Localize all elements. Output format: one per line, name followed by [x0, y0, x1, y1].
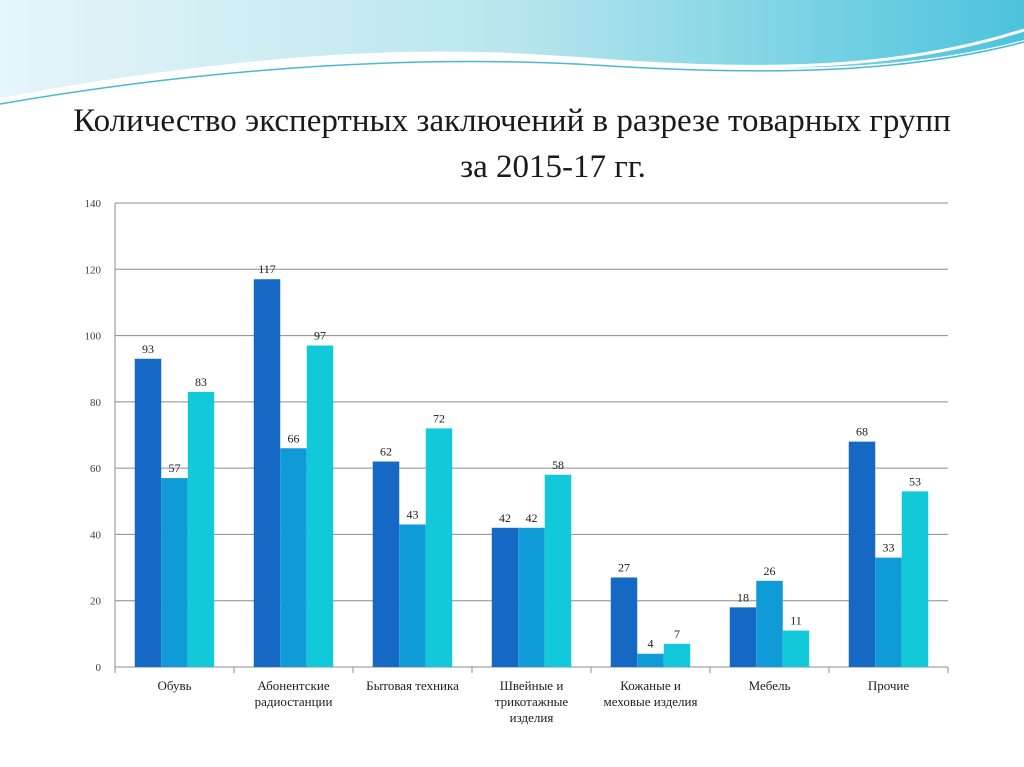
bar-2016: [280, 448, 307, 667]
category-label-line: Обувь: [157, 678, 191, 693]
data-label: 43: [407, 507, 419, 521]
data-label: 97: [314, 329, 326, 343]
bar-2017: [425, 428, 453, 667]
category-label-line: Абонентские: [257, 678, 329, 693]
decorative-wave-header: [0, 0, 1024, 105]
data-label: 72: [433, 411, 445, 425]
bar-2016: [875, 557, 902, 667]
category-label: Абонентские радиостанции: [255, 678, 333, 709]
data-label: 117: [258, 262, 276, 276]
wave-shape: [0, 0, 1024, 98]
bar-2016: [637, 653, 664, 667]
bar-2015: [848, 441, 876, 667]
data-label: 62: [380, 445, 392, 459]
data-label: 42: [526, 511, 538, 525]
data-label: 11: [790, 614, 802, 628]
bar-2017: [901, 491, 929, 667]
slide-title: Количество экспертных заключений в разре…: [40, 98, 984, 190]
data-label: 42: [499, 511, 511, 525]
bar-2017: [187, 391, 215, 667]
y-tick-label: 60: [90, 463, 102, 475]
data-label: 33: [883, 541, 895, 555]
bar-2016: [399, 524, 426, 667]
category-label-line: Швейные и: [500, 678, 564, 693]
data-label: 66: [288, 431, 300, 445]
bar-2017: [782, 630, 810, 667]
data-label: 18: [737, 590, 749, 604]
category-label-line: Кожаные и: [620, 678, 681, 693]
category-label: Бытовая техника: [366, 678, 459, 693]
data-label: 83: [195, 375, 207, 389]
bar-2017: [306, 345, 334, 667]
data-label: 57: [169, 461, 181, 475]
data-label: 27: [618, 561, 630, 575]
label-layer: 020406080100120140935783Обувь1176697Абон…: [85, 198, 922, 725]
category-label: Обувь: [157, 678, 191, 693]
category-label: Прочие: [868, 678, 910, 693]
category-label-line: радиостанции: [255, 694, 333, 709]
bar-layer: [134, 279, 929, 667]
category-label: Кожаные и меховые изделия: [604, 678, 698, 709]
wave-line: [0, 28, 1024, 102]
data-label: 53: [909, 474, 921, 488]
bar-2016: [756, 580, 783, 667]
category-label-line: Бытовая техника: [366, 678, 459, 693]
category-label: Швейные и трикотажные изделия: [495, 678, 569, 725]
data-label: 26: [764, 564, 776, 578]
data-label: 93: [142, 342, 154, 356]
y-tick-label: 100: [85, 331, 102, 343]
bar-2015: [729, 607, 757, 667]
bar-2017: [544, 474, 572, 667]
y-tick-label: 80: [90, 397, 102, 409]
bar-2015: [491, 527, 519, 667]
bar-2016: [161, 478, 188, 667]
bar-2015: [372, 461, 400, 667]
bar-2015: [253, 279, 281, 667]
y-tick-label: 20: [90, 596, 102, 608]
bar-2015: [610, 577, 638, 667]
y-tick-label: 140: [85, 198, 102, 210]
data-label: 58: [552, 458, 564, 472]
y-tick-label: 0: [96, 662, 102, 674]
data-label: 68: [856, 425, 868, 439]
y-tick-label: 40: [90, 529, 102, 541]
wave-line-teal: [0, 41, 1024, 105]
bar-2016: [518, 527, 545, 667]
bar-2015: [134, 358, 162, 667]
category-label-line: меховые изделия: [604, 694, 698, 709]
category-label-line: трикотажные: [495, 694, 569, 709]
category-label: Мебель: [749, 678, 791, 693]
title-line-1: Количество экспертных заключений в разре…: [73, 103, 951, 139]
category-label-line: Прочие: [868, 678, 910, 693]
bar-2017: [663, 643, 691, 667]
y-tick-label: 120: [85, 264, 102, 276]
title-line-2: за 2015-17 гг.: [460, 149, 646, 185]
category-label-line: Мебель: [749, 678, 791, 693]
category-label-line: изделия: [510, 710, 554, 725]
data-label: 4: [648, 637, 654, 651]
data-label: 7: [674, 627, 680, 641]
